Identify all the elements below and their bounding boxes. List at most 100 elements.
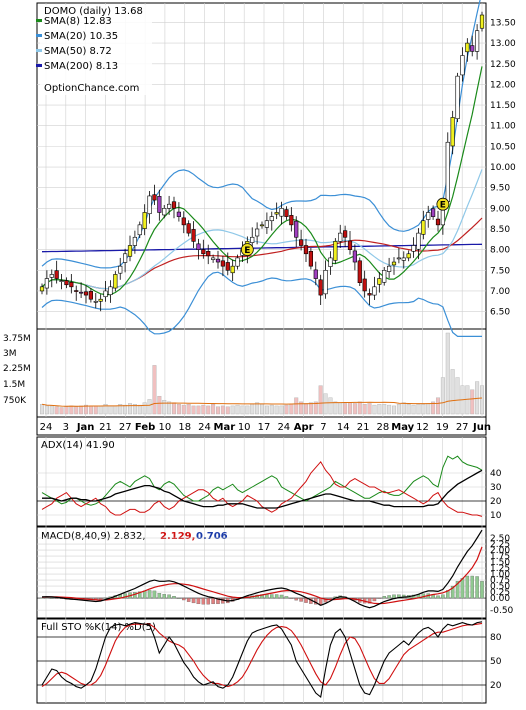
candle-body xyxy=(450,117,455,147)
volume-bar xyxy=(147,399,152,415)
adx-tick-label: 30 xyxy=(490,483,502,493)
candle-body xyxy=(196,243,201,250)
volume-bar xyxy=(54,406,59,415)
legend-item-label: SMA(20) 10.35 xyxy=(44,31,118,42)
volume-bar xyxy=(137,404,142,415)
candle-body xyxy=(367,293,372,296)
earnings-markers: EE xyxy=(240,197,450,256)
volume-bar xyxy=(269,404,274,415)
candle-body xyxy=(465,42,470,53)
macd-panel xyxy=(36,526,487,619)
sma200-line xyxy=(41,243,483,253)
date-tick-label: 21 xyxy=(99,422,112,433)
macd-histogram-bar xyxy=(177,597,181,599)
volume-bar xyxy=(352,403,357,415)
macd-histogram-bar xyxy=(196,597,201,605)
candle-body xyxy=(54,270,59,279)
candle-body xyxy=(167,203,172,209)
chart-legend: DOMO (daily) 13.68 SMA(8) 12.83 SMA(20) 1… xyxy=(36,5,152,95)
volume-bar xyxy=(260,404,265,415)
candle-body xyxy=(338,232,343,242)
volume-bar xyxy=(118,404,123,415)
volume-bar xyxy=(215,406,220,415)
candle-body xyxy=(147,195,152,215)
macd-label: MACD(8,40,9) 2.832, xyxy=(41,531,146,542)
date-tick-label: 3 xyxy=(63,422,69,433)
candle-body xyxy=(279,208,284,217)
volume-bar xyxy=(201,404,206,415)
date-tick-label: May xyxy=(391,422,414,433)
volume-bar xyxy=(284,404,289,415)
macd-indicator: MACD(8,40,9) 2.832, 2.129, 0.706 -0.50 0.… xyxy=(37,529,514,616)
watermark: OptionChance.com xyxy=(44,83,139,94)
macd-histogram-bar xyxy=(201,597,206,605)
date-tick-label: 24 xyxy=(277,422,290,433)
price-tick-label: 9.00 xyxy=(490,204,510,214)
candle-body xyxy=(299,239,304,246)
macd-histogram-bar xyxy=(103,597,108,599)
volume-bar xyxy=(59,407,64,415)
candle-body xyxy=(127,245,133,257)
volume-bar xyxy=(440,377,445,415)
volume-bar xyxy=(167,401,172,415)
stochastic-k-line xyxy=(41,621,483,699)
macd-histogram-bar xyxy=(475,576,479,599)
volume-bars xyxy=(40,332,485,415)
volume-bar xyxy=(318,385,323,415)
macd-histogram-bar xyxy=(480,581,484,599)
macd-histogram-bar xyxy=(279,594,284,599)
price-tick-label: 10.00 xyxy=(490,163,516,173)
volume-bar xyxy=(132,404,137,415)
volume-bar xyxy=(328,397,333,415)
macd-signal-label: 2.129, xyxy=(160,531,195,542)
candle-body xyxy=(123,253,128,263)
macd-tick-label: 0.75 xyxy=(490,576,510,586)
macd-histogram-bar xyxy=(284,596,289,599)
candle-body xyxy=(74,290,79,292)
adx-label: ADX(14) 41.90 xyxy=(41,440,115,451)
candle-body xyxy=(225,262,230,271)
volume-bar xyxy=(323,393,328,415)
macd-histogram-bar xyxy=(392,594,396,599)
candle-body xyxy=(357,260,362,283)
candle-body xyxy=(328,257,333,267)
macd-histogram-bar xyxy=(367,597,372,604)
macd-histogram-bar xyxy=(465,575,470,599)
adx-indicator: ADX(14) 41.90 10 20 30 40 xyxy=(37,440,502,521)
candle-body xyxy=(171,201,177,209)
price-tick-label: 10.50 xyxy=(490,142,516,152)
date-tick-label: 27 xyxy=(119,422,132,433)
macd-histogram-bar xyxy=(138,591,142,599)
candle-body xyxy=(181,217,186,226)
macd-histogram-bar xyxy=(274,594,279,599)
volume-bar xyxy=(294,397,299,415)
candle-body xyxy=(83,291,89,296)
volume-bar xyxy=(64,406,69,415)
bollinger-bands xyxy=(41,0,482,337)
volume-tick-label: 2.25M xyxy=(3,364,31,374)
candle-body xyxy=(157,196,162,213)
bollinger-lower-line xyxy=(41,271,482,337)
volume-bar xyxy=(88,405,93,415)
macd-histogram-bar xyxy=(40,597,44,599)
candle-body xyxy=(343,230,348,238)
volume-bar xyxy=(445,332,450,415)
macd-histogram-bar xyxy=(455,581,460,599)
volume-average-line xyxy=(41,397,483,407)
candle-body xyxy=(162,208,167,216)
stochastic-tick-label: 80 xyxy=(490,633,502,643)
earnings-marker xyxy=(436,197,450,211)
bollinger-upper-line xyxy=(41,0,481,269)
volume-bar xyxy=(264,405,269,415)
volume-bar xyxy=(103,404,108,415)
adx-line xyxy=(42,469,483,509)
volume-bar xyxy=(431,401,436,415)
volume-bar xyxy=(220,405,225,415)
macd-histogram-bar xyxy=(299,597,303,602)
volume-bar xyxy=(98,405,103,415)
sma8-line xyxy=(41,66,483,296)
candle-body xyxy=(387,265,392,272)
candle-body xyxy=(93,300,98,303)
macd-hist-label: 0.706 xyxy=(196,531,228,542)
